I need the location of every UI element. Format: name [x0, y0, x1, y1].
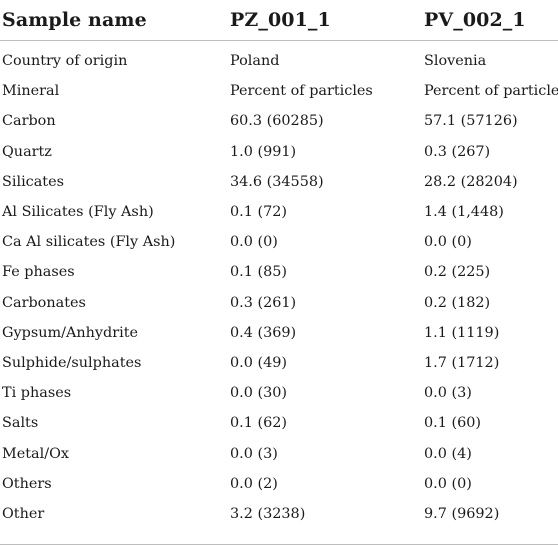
- cell-pv-002-1: 1.7 (1712): [424, 354, 500, 371]
- row-label: Sulphide/sulphates: [2, 354, 142, 371]
- table-row: Al Silicates (Fly Ash) 0.1 (72) 1.4 (1,448…: [0, 197, 558, 227]
- row-label: Carbonates: [2, 294, 86, 311]
- cell-pv-002-1: 0.3 (267): [424, 143, 491, 160]
- row-label: Other: [2, 505, 45, 522]
- row-label: Ca Al silicates (Fly Ash): [2, 234, 176, 251]
- row-label: Mineral: [2, 83, 60, 100]
- table-row: Sulphide/sulphates 0.0 (49) 1.7 (1712): [0, 348, 558, 378]
- cell-pv-002-1: 1.4 (1,448): [424, 204, 504, 221]
- cell-pv-002-1: 0.1 (60): [424, 415, 482, 432]
- table-row: Quartz 1.0 (991) 0.3 (267): [0, 137, 558, 167]
- row-label: Silicates: [2, 173, 64, 190]
- table-row: Salts 0.1 (62) 0.1 (60): [0, 408, 558, 438]
- table-row: Other 3.2 (3238) 9.7 (9692): [0, 499, 558, 529]
- cell-pz-001-1: 0.1 (85): [230, 264, 288, 281]
- table-row: Metal/Ox 0.0 (3) 0.0 (4): [0, 438, 558, 468]
- cell-pv-002-1: 28.2 (28204): [424, 173, 518, 190]
- table-row: Ca Al silicates (Fly Ash) 0.0 (0) 0.0 (0): [0, 227, 558, 257]
- row-label: Carbon: [2, 113, 56, 130]
- cell-pz-001-1: 0.0 (49): [230, 354, 288, 371]
- table-row: Country of origin Poland Slovenia: [0, 46, 558, 76]
- cell-pz-001-1: 60.3 (60285): [230, 113, 324, 130]
- table-body: Country of origin Poland Slovenia Mineral Pe…: [0, 46, 558, 529]
- cell-pv-002-1: 57.1 (57126): [424, 113, 518, 130]
- cell-pz-001-1: 1.0 (991): [230, 143, 297, 160]
- cell-pz-001-1: 0.0 (2): [230, 475, 278, 492]
- table-row: Mineral Percent of particles Percent of pa…: [0, 76, 558, 106]
- row-label: Quartz: [2, 143, 52, 160]
- row-label: Country of origin: [2, 53, 128, 70]
- cell-pv-002-1: 0.0 (0): [424, 234, 472, 251]
- cell-pz-001-1: 0.1 (62): [230, 415, 288, 432]
- cell-pv-002-1: 0.0 (4): [424, 445, 472, 462]
- cell-pz-001-1: 0.0 (0): [230, 234, 278, 251]
- cell-pz-001-1: 0.0 (30): [230, 385, 288, 402]
- table-row: Gypsum/Anhydrite 0.4 (369) 1.1 (1119): [0, 318, 558, 348]
- cell-pz-001-1: 34.6 (34558): [230, 173, 324, 190]
- cell-pv-002-1: Percent of particles: [424, 83, 558, 100]
- cell-pz-001-1: 0.3 (261): [230, 294, 297, 311]
- table-row: Others 0.0 (2) 0.0 (0): [0, 469, 558, 499]
- cell-pz-001-1: 0.4 (369): [230, 324, 297, 341]
- cell-pv-002-1: 0.0 (3): [424, 385, 472, 402]
- header-pv-002-1: PV_002_1: [424, 9, 526, 31]
- header-sample-name: Sample name: [2, 9, 147, 31]
- table-row: Fe phases 0.1 (85) 0.2 (225): [0, 257, 558, 287]
- cell-pv-002-1: 1.1 (1119): [424, 324, 500, 341]
- row-label: Others: [2, 475, 52, 492]
- cell-pz-001-1: 3.2 (3238): [230, 505, 306, 522]
- row-label: Al Silicates (Fly Ash): [2, 204, 154, 221]
- cell-pz-001-1: Percent of particles: [230, 83, 373, 100]
- cell-pv-002-1: Slovenia: [424, 53, 487, 70]
- row-label: Metal/Ox: [2, 445, 69, 462]
- table-row: Silicates 34.6 (34558) 28.2 (28204): [0, 167, 558, 197]
- table-row: Carbonates 0.3 (261) 0.2 (182): [0, 288, 558, 318]
- row-label: Ti phases: [2, 385, 72, 402]
- row-label: Gypsum/Anhydrite: [2, 324, 139, 341]
- row-label: Fe phases: [2, 264, 75, 281]
- cell-pz-001-1: Poland: [230, 53, 280, 70]
- cell-pz-001-1: 0.1 (72): [230, 204, 288, 221]
- row-label: Salts: [2, 415, 39, 432]
- cell-pz-001-1: 0.0 (3): [230, 445, 278, 462]
- bottom-rule: [0, 544, 558, 545]
- cell-pv-002-1: 0.0 (0): [424, 475, 472, 492]
- cell-pv-002-1: 9.7 (9692): [424, 505, 500, 522]
- table-header-row: Sample name PZ_001_1 PV_002_1: [0, 0, 558, 41]
- table-row: Ti phases 0.0 (30) 0.0 (3): [0, 378, 558, 408]
- cell-pv-002-1: 0.2 (225): [424, 264, 491, 281]
- table-row: Carbon 60.3 (60285) 57.1 (57126): [0, 106, 558, 136]
- header-pz-001-1: PZ_001_1: [230, 9, 331, 31]
- cell-pv-002-1: 0.2 (182): [424, 294, 491, 311]
